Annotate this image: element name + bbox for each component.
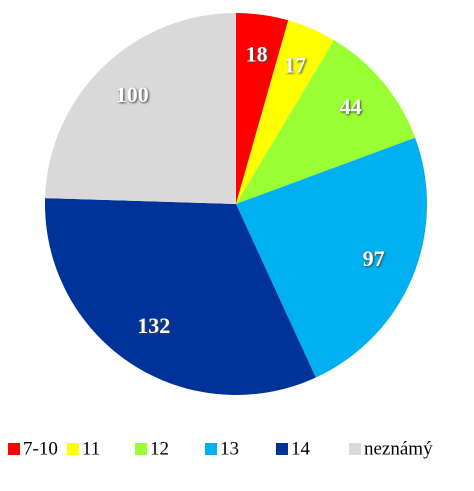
legend-swatch	[135, 443, 147, 455]
data-label: 17	[284, 52, 306, 77]
pie-slice	[236, 40, 416, 204]
legend-label: 13	[220, 438, 239, 459]
pie-slice	[45, 13, 236, 204]
legend-swatch	[276, 443, 288, 455]
legend-label: neznámý	[364, 438, 433, 459]
legend-label: 14	[291, 438, 311, 459]
pie-slice	[236, 13, 289, 204]
data-label: 18	[246, 41, 268, 66]
data-label: 44	[340, 94, 362, 119]
legend-label: 7-10	[23, 438, 58, 459]
data-label: 100	[116, 82, 149, 107]
legend-swatch	[349, 443, 361, 455]
data-label: 97	[363, 246, 385, 271]
pie-slice	[236, 137, 427, 378]
pie-slice	[236, 20, 335, 204]
legend-label: 12	[150, 438, 169, 459]
legend-label: 11	[82, 438, 100, 459]
data-label: 132	[137, 313, 170, 338]
legend-swatch	[67, 443, 79, 455]
legend-swatch	[205, 443, 217, 455]
pie-slice	[44, 198, 316, 396]
legend-swatch	[8, 443, 20, 455]
